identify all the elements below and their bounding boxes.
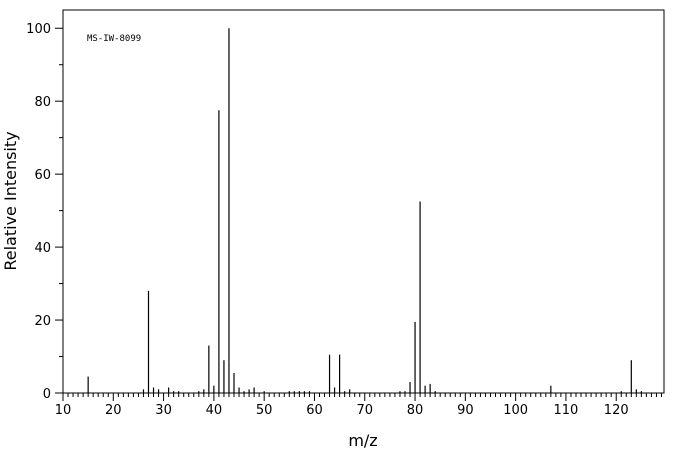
x-axis-label: m/z xyxy=(348,431,377,450)
x-tick-label: 100 xyxy=(503,403,528,418)
y-tick-label: 60 xyxy=(34,168,51,183)
x-tick-label: 90 xyxy=(457,403,474,418)
x-tick-label: 10 xyxy=(55,403,72,418)
y-tick-label: 80 xyxy=(34,95,51,110)
x-tick-label: 60 xyxy=(306,403,323,418)
annotation: MS-IW-8099 xyxy=(87,34,141,44)
x-tick-label: 30 xyxy=(155,403,172,418)
x-tick-label: 110 xyxy=(554,403,579,418)
plot-frame xyxy=(62,9,665,394)
x-tick-label: 120 xyxy=(604,403,629,418)
y-tick-label: 40 xyxy=(34,241,51,256)
x-tick-label: 70 xyxy=(356,403,373,418)
x-tick-label: 20 xyxy=(105,403,122,418)
y-axis-label: Relative Intensity xyxy=(1,131,20,270)
x-tick-label: 40 xyxy=(206,403,223,418)
x-tick-label: 50 xyxy=(256,403,273,418)
y-tick-label: 0 xyxy=(43,387,51,402)
y-tick-label: 20 xyxy=(34,314,51,329)
y-tick-label: 100 xyxy=(26,22,51,37)
x-tick-label: 80 xyxy=(407,403,424,418)
